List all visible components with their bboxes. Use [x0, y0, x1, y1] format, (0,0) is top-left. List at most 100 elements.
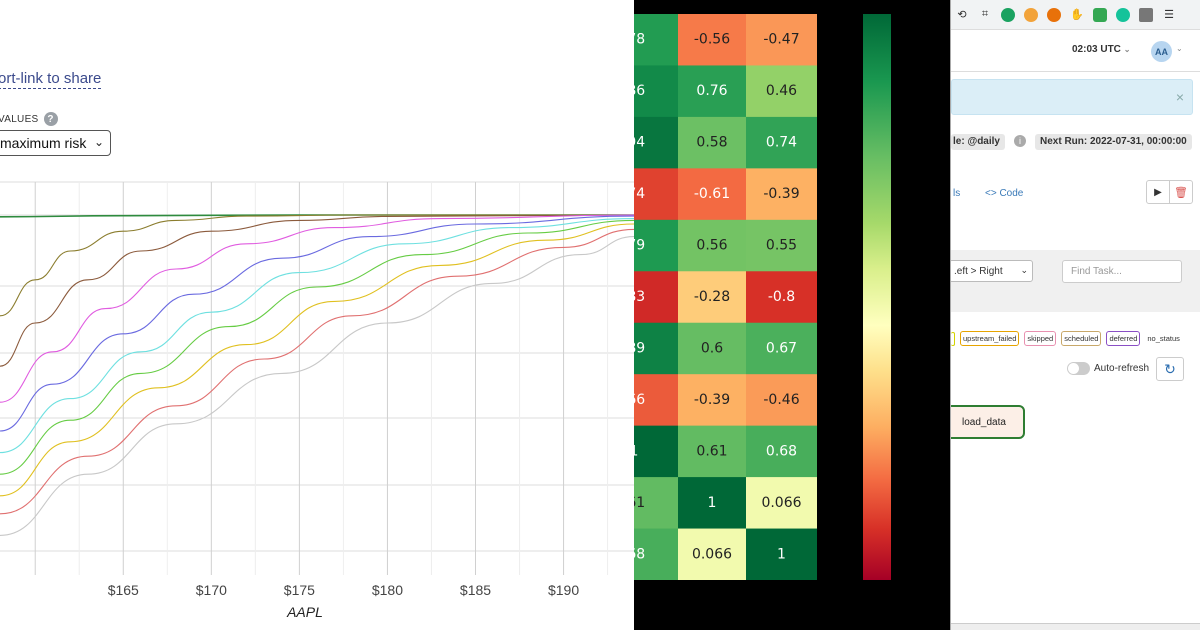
heatmap-cell-value: 0.6 [701, 340, 723, 356]
heatmap-cell-value: -0.47 [763, 32, 799, 48]
heatmap-cell-value: 0.67 [766, 340, 797, 356]
series-line-s2 [0, 214, 634, 317]
auto-refresh-label: Auto-refresh [1094, 363, 1150, 374]
values-label: VALUES [0, 113, 39, 125]
crop-icon[interactable]: ⌗ [981, 8, 989, 20]
series-line-s6 [0, 218, 634, 454]
heatmap-cell [634, 14, 678, 66]
series-line-s5 [0, 215, 634, 432]
heatmap-cell-value: -0.39 [694, 392, 730, 408]
next-run-badge: Next Run: 2022-07-31, 00:00:00 [1035, 134, 1192, 150]
heatmap-cell [678, 374, 746, 427]
refresh-button[interactable]: ↻ [1156, 357, 1184, 381]
task-node-load-data[interactable]: load_data [951, 405, 1025, 439]
heatmap-cell-value: .66 [634, 392, 645, 408]
extension-icon[interactable]: ⟲ [957, 9, 967, 21]
bottom-scrollbar[interactable] [951, 623, 1200, 630]
heatmap-cell-value: .86 [634, 83, 645, 99]
legend-skipped[interactable]: skipped [1024, 331, 1057, 346]
airflow-dag-panel: ⟲ ⌗ ✋ ☰ 02:03 UTC ⌄ AA ⌄ × le: @daily i … [950, 0, 1200, 630]
heatmap-cell [746, 168, 817, 221]
heatmap-cell [634, 374, 678, 427]
values-label-row: VALUES ? [0, 112, 58, 126]
extension-icon[interactable] [1024, 7, 1038, 22]
heatmap-cell-value: .79 [634, 238, 645, 254]
legend-no-status[interactable]: no_status [1145, 332, 1182, 345]
chevron-down-icon: ⌄ [93, 135, 104, 149]
heatmap-cell [746, 374, 817, 427]
extension-icon[interactable] [1116, 7, 1130, 22]
heatmap-cell [678, 425, 746, 478]
x-axis-label: AAPL [286, 604, 323, 620]
chart-grid [0, 181, 634, 575]
chevron-down-icon: ⌄ [1176, 44, 1183, 53]
orientation-value: .eft > Right [954, 266, 1003, 277]
heatmap-cell-value: 0.066 [761, 495, 801, 511]
heatmap-cell [634, 322, 678, 375]
heatmap-cell [746, 219, 817, 272]
heatmap-cell [634, 425, 678, 478]
extension-icon[interactable]: ✋ [1070, 9, 1084, 21]
heatmap-cell-value: 0.76 [696, 83, 727, 99]
legend-item-cut[interactable] [951, 331, 955, 346]
x-tick-label: $175 [284, 582, 315, 598]
extension-icon[interactable] [1139, 7, 1153, 22]
share-link[interactable]: ort-link to share [0, 70, 102, 89]
heatmap-cell [678, 271, 746, 324]
x-tick-label: $180 [372, 582, 403, 598]
heatmap-cell [746, 65, 817, 118]
series-line-s8 [0, 223, 634, 497]
heatmap-cell [634, 65, 678, 118]
heatmap-cell-value: 0.68 [766, 443, 797, 459]
auto-refresh-toggle[interactable] [1067, 362, 1090, 375]
heatmap-cell [634, 219, 678, 272]
avatar[interactable]: AA [1151, 41, 1172, 62]
clock[interactable]: 02:03 UTC ⌄ [1072, 44, 1130, 55]
risk-select-value: maximum risk [0, 135, 87, 151]
info-icon[interactable]: i [1014, 135, 1026, 147]
risk-select[interactable]: maximum risk ⌄ [0, 130, 111, 156]
delete-dag-button[interactable]: 🗑 [1169, 180, 1193, 204]
menu-icon[interactable]: ☰ [1164, 9, 1174, 21]
legend-upstream-failed[interactable]: upstream_failed [960, 331, 1020, 346]
heatmap-cell [746, 425, 817, 478]
heatmap-cell-value: .94 [634, 135, 645, 151]
close-icon[interactable]: × [1175, 89, 1184, 105]
chevron-down-icon: ⌄ [1123, 45, 1131, 54]
heatmap-cell [678, 65, 746, 118]
heatmap-cell [634, 528, 678, 580]
chevron-down-icon: ⌄ [1020, 265, 1028, 275]
heatmap-cell [678, 116, 746, 169]
profit-chart: $165 $170 $175 $180 $185 $190 AAPL [0, 181, 634, 620]
heatmap-cell-value: 1 [708, 495, 717, 511]
legend-deferred[interactable]: deferred [1106, 331, 1141, 346]
heatmap-cell-value: .78 [634, 32, 645, 48]
heatmap-cell [746, 116, 817, 169]
heatmap-cell-value: .89 [634, 340, 645, 356]
extension-icon[interactable] [1047, 7, 1061, 22]
extension-icon[interactable] [1001, 7, 1015, 22]
auto-refresh[interactable]: Auto-refresh [1067, 362, 1149, 375]
heatmap-cell-value: 0.74 [766, 135, 797, 151]
x-tick-label: $165 [108, 582, 139, 598]
heatmap-cell [746, 271, 817, 324]
heatmap-cell-value: .74 [634, 186, 645, 202]
tab-code[interactable]: <> Code [985, 188, 1024, 199]
heatmap-cell-value: 1 [777, 546, 786, 562]
find-task-input[interactable]: Find Task... [1062, 260, 1182, 283]
help-icon[interactable]: ? [43, 112, 58, 126]
heatmap-cell-value: 1 [634, 443, 638, 459]
trigger-dag-button[interactable]: ▶ [1146, 180, 1170, 204]
shield-icon[interactable] [1093, 7, 1107, 22]
x-tick-label: $190 [548, 582, 579, 598]
heatmap-colorbar [863, 14, 891, 580]
tab-details[interactable]: ls [953, 188, 961, 199]
orientation-select[interactable]: .eft > Right ⌄ [951, 260, 1033, 282]
legend-scheduled[interactable]: scheduled [1061, 331, 1102, 346]
series-line-s3 [0, 214, 634, 367]
heatmap-cell-value: 0.61 [696, 443, 727, 459]
correlation-heatmap-panel: .78 -0.56 -0.47 .86 0.76 0.46 .94 0.58 0.74 .74 -0… [634, 0, 950, 630]
heatmap-cell-value: 0.58 [696, 135, 727, 151]
heatmap-cell [746, 14, 817, 66]
